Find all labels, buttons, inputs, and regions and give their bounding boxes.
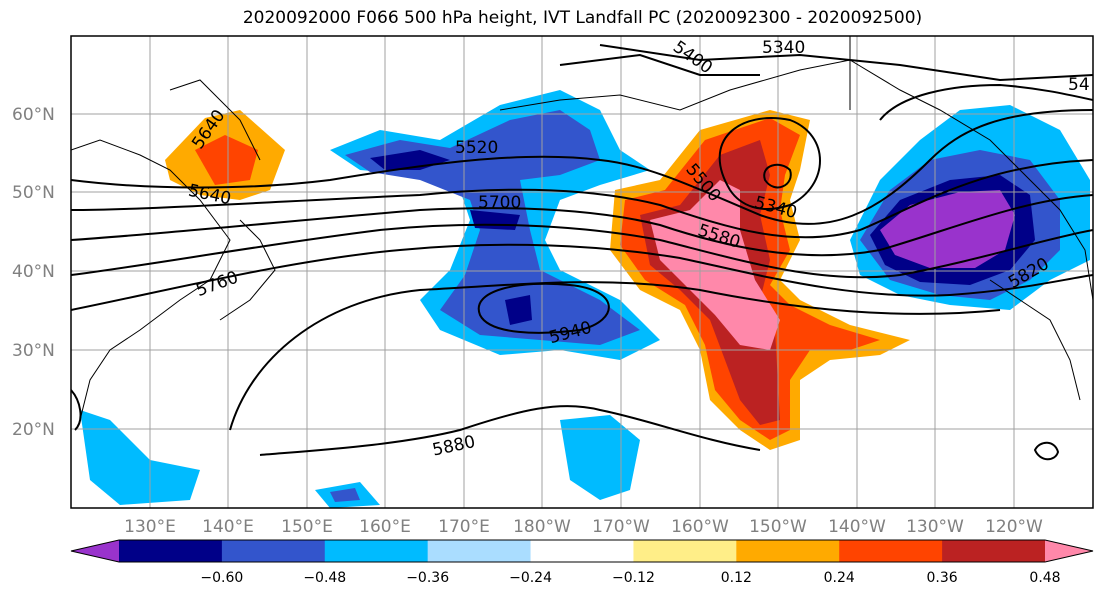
lon-label: 160°W (671, 517, 729, 537)
lon-label: 130°E (124, 517, 176, 537)
colorbar-segment (530, 540, 634, 562)
colorbar-tick-label: −0.36 (406, 570, 449, 586)
lon-label: 150°W (749, 517, 807, 537)
lat-label: 40°N (12, 262, 55, 282)
contour-label: 54 (1068, 75, 1090, 95)
colorbar-extend-min (71, 540, 119, 562)
colorbar-outline (70, 539, 1094, 563)
lat-label: 20°N (12, 420, 55, 440)
colorbar-tick-label: −0.48 (303, 570, 346, 586)
lon-label: 140°E (202, 517, 254, 537)
lon-label: 150°E (281, 517, 333, 537)
colorbar-segment (736, 540, 840, 562)
latitude-labels: 60°N 50°N 40°N 30°N 20°N (12, 105, 55, 440)
lat-label: 50°N (12, 183, 55, 203)
lon-label: 160°E (359, 517, 411, 537)
lon-label: 140°W (828, 517, 886, 537)
lon-label: 180°W (513, 517, 571, 537)
colorbar-tick-label: 0.12 (721, 570, 752, 586)
coastlines (71, 36, 1093, 421)
colorbar-tick-label: 0.24 (824, 570, 855, 586)
colorbar-extend-max (1045, 540, 1093, 562)
lon-label: 170°E (438, 517, 490, 537)
contour-label: 5340 (762, 38, 805, 58)
colorbar-tick-label: 0.36 (927, 570, 958, 586)
map-frame (70, 35, 1094, 509)
lon-label: 130°W (906, 517, 964, 537)
colorbar-segment (119, 540, 223, 562)
colorbar-segment (942, 540, 1046, 562)
map-title: 2020092000 F066 500 hPa height, IVT Land… (242, 8, 923, 28)
height-contours (71, 44, 1093, 461)
colorbar-segment (839, 540, 943, 562)
colorbar-segment (324, 540, 429, 562)
longitude-labels: 130°E 140°E 150°E 160°E 170°E 180°W 170°… (124, 517, 1043, 537)
graticule (71, 36, 1093, 508)
colorbar-tick-label: −0.60 (200, 570, 243, 586)
lat-label: 30°N (12, 341, 55, 361)
colorbar-segment (427, 540, 532, 562)
lon-label: 120°W (985, 517, 1043, 537)
colorbar-segment (633, 540, 737, 562)
contour-label: 5700 (478, 193, 521, 213)
colorbar-tick-label: −0.24 (509, 570, 552, 586)
colorbar-tick-label: −0.12 (612, 570, 655, 586)
colorbar-segment (221, 540, 326, 562)
colorbar-tick-label: 0.48 (1029, 570, 1060, 586)
lat-label: 60°N (12, 105, 55, 125)
contour-label: 5520 (455, 138, 498, 158)
colorbar: −0.60 −0.48 −0.36 −0.24 −0.12 0.12 0.24 0.36 0.4… (70, 539, 1094, 586)
lon-label: 170°W (592, 517, 650, 537)
